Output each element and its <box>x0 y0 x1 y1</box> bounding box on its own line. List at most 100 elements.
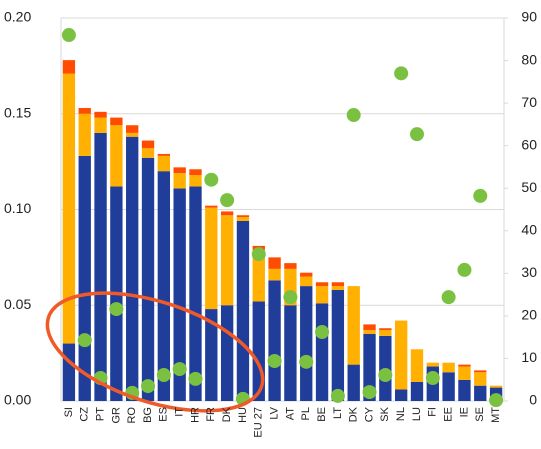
bar-segment <box>394 389 408 401</box>
y2-tick-label: 20 <box>521 307 537 323</box>
bar-segment <box>410 349 424 382</box>
bar-segment <box>173 167 186 174</box>
dot <box>141 379 156 394</box>
y2-tick-label: 60 <box>521 136 537 152</box>
bar-segment <box>78 113 91 156</box>
bar-segment <box>300 276 313 287</box>
bar-segment <box>205 207 218 310</box>
bar-segment <box>331 282 345 287</box>
bar-segment <box>62 60 76 74</box>
x-tick-label: DK <box>348 406 360 422</box>
bar-segment <box>205 309 218 401</box>
x-tick-label: IT <box>174 407 186 417</box>
bar-segment <box>458 364 471 367</box>
bar-segment <box>379 330 392 336</box>
y-tick-label: 0.20 <box>4 9 31 25</box>
bar-segment <box>363 324 376 331</box>
x-tick-label: CY <box>363 406 375 422</box>
dot <box>394 66 409 81</box>
bar-segment <box>300 286 313 401</box>
bar-segment <box>363 333 376 401</box>
bar-segment <box>126 125 139 133</box>
dot <box>188 371 203 386</box>
bar-segment <box>189 186 202 401</box>
bar-segment <box>252 249 265 302</box>
bar-segment <box>157 153 171 156</box>
bar-segment <box>315 286 329 304</box>
y2-tick-label: 10 <box>521 349 537 365</box>
bar-segment <box>489 385 503 388</box>
dot <box>251 247 266 262</box>
dot <box>283 290 298 305</box>
x-tick-label: FI <box>427 407 439 417</box>
x-tick-label: FR <box>205 407 217 422</box>
y-tick-label: 0.05 <box>4 296 31 312</box>
bar-segment <box>347 364 360 401</box>
bar-segment <box>379 328 392 331</box>
x-tick-label: SI <box>63 407 75 417</box>
bar-segment <box>236 220 250 401</box>
dot <box>77 333 92 348</box>
bar-segment <box>94 111 107 118</box>
highlight-ellipse <box>45 291 265 413</box>
x-tick-label: NL <box>395 407 407 421</box>
bar-segment <box>426 362 439 367</box>
dot <box>457 262 472 277</box>
dot <box>362 385 377 400</box>
y-tick-label: 0.10 <box>4 200 31 216</box>
bar-segment <box>110 117 123 126</box>
bar-segment <box>141 157 155 401</box>
y2-tick-label: 80 <box>521 51 537 67</box>
bar-segment <box>315 303 329 401</box>
dot <box>489 393 504 408</box>
dots <box>61 28 504 408</box>
y2-tick-label: 30 <box>521 264 537 280</box>
bar-segment <box>173 188 186 401</box>
bar-segment <box>315 282 329 287</box>
dot <box>109 302 124 317</box>
x-tick-label: HU <box>237 407 249 423</box>
bar-segment <box>347 286 360 365</box>
bar-segment <box>78 108 91 114</box>
bar-segment <box>410 381 424 401</box>
bar-segment <box>141 140 155 149</box>
bar-segment <box>94 117 107 133</box>
y2-tick-label: 40 <box>521 221 537 237</box>
bar-segment <box>220 211 234 216</box>
bar-segment <box>236 215 250 218</box>
bar-segment <box>284 305 297 401</box>
x-tick-label: PL <box>300 407 312 420</box>
dot <box>220 193 235 208</box>
bar-segment <box>442 372 455 401</box>
y-tick-label: 0.00 <box>4 392 31 408</box>
x-tick-label: CZ <box>79 407 91 422</box>
bars <box>62 60 503 402</box>
x-tick-label: LV <box>268 406 280 419</box>
dot <box>473 188 488 203</box>
bar-segment <box>157 171 171 401</box>
dot <box>267 353 282 368</box>
x-tick-label: BE <box>316 407 328 422</box>
y-tick-label: 0.15 <box>4 104 31 120</box>
bar-segment <box>458 379 471 401</box>
dot <box>346 108 361 123</box>
bar-segment <box>157 155 171 172</box>
bar-segment <box>268 280 281 401</box>
bar-segment <box>94 132 107 401</box>
bar-segment <box>78 155 91 401</box>
dot <box>299 354 314 369</box>
bar-segment <box>474 372 487 386</box>
x-tick-label: AT <box>284 407 296 421</box>
x-tick-label: ES <box>158 407 170 422</box>
x-tick-label: RO <box>126 407 138 424</box>
bar-segment <box>458 366 471 380</box>
bar-segment <box>331 286 345 290</box>
bar-segment <box>62 73 76 344</box>
bar-segment <box>268 268 281 281</box>
x-tick-label: PT <box>94 407 106 421</box>
bar-segment <box>189 169 202 176</box>
bar-segment <box>220 215 234 306</box>
dot <box>425 371 440 386</box>
dot <box>330 388 345 403</box>
